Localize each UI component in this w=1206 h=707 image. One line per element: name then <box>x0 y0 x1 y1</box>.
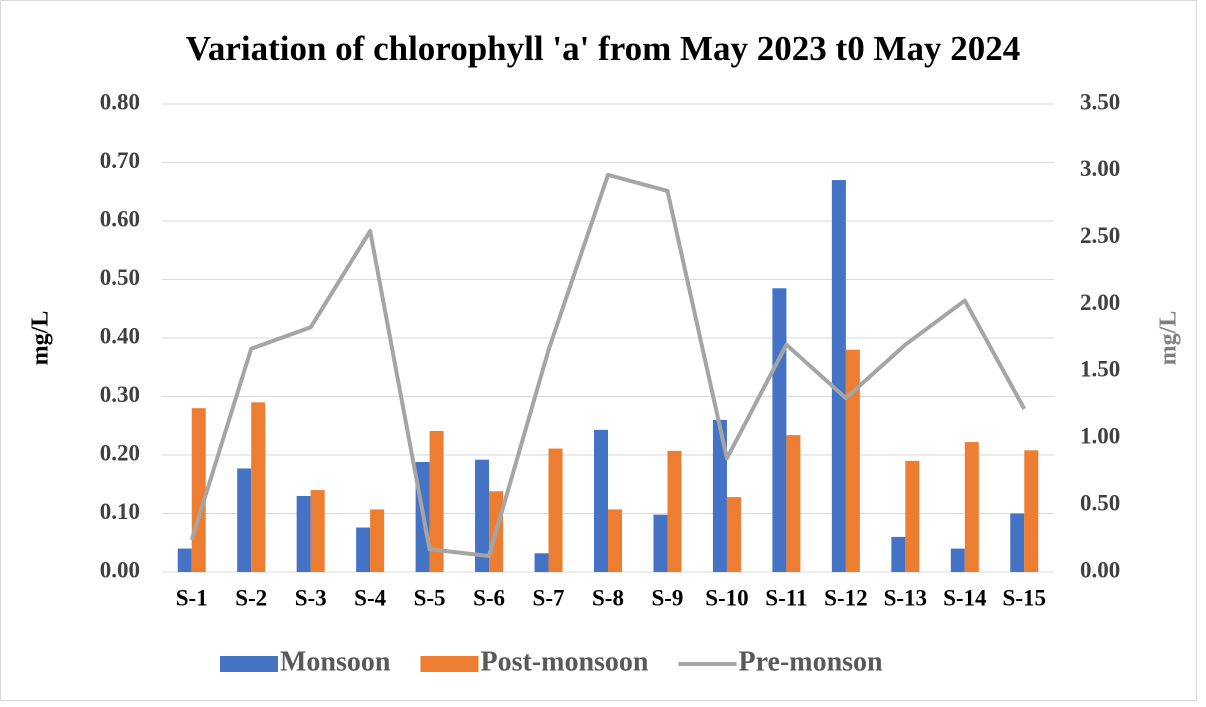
bar <box>310 490 325 572</box>
x-tick-label: S-4 <box>354 585 386 610</box>
x-tick-label: S-10 <box>705 585 748 610</box>
y2-tick-label: 3.50 <box>1080 89 1120 114</box>
x-tick-label: S-14 <box>943 585 987 610</box>
y2-axis-title: mg/L <box>1156 311 1182 366</box>
y-tick-label: 0.20 <box>100 440 140 465</box>
y2-tick-label: 0.00 <box>1080 557 1120 582</box>
y2-tick-label: 1.50 <box>1080 357 1120 382</box>
bar <box>548 448 563 572</box>
legend-label: Pre-monson <box>738 646 883 677</box>
bar <box>237 468 252 572</box>
bar <box>177 548 192 572</box>
x-tick-label: S-1 <box>176 585 208 610</box>
legend-label: Monsoon <box>280 646 391 677</box>
legend-swatch <box>220 656 278 672</box>
y2-tick-label: 2.50 <box>1080 223 1120 248</box>
bar <box>772 288 787 572</box>
legend-swatch <box>420 656 479 672</box>
bar <box>534 553 549 572</box>
y-tick-label: 0.40 <box>100 323 140 348</box>
bar <box>712 419 727 572</box>
bar <box>1010 513 1025 572</box>
x-tick-label: S-8 <box>592 585 624 610</box>
bar <box>964 442 979 572</box>
x-tick-label: S-6 <box>473 585 505 610</box>
bar <box>786 435 801 572</box>
y-tick-label: 0.10 <box>100 499 140 524</box>
bar <box>251 402 266 572</box>
bar <box>594 429 608 572</box>
chart-title: Variation of chlorophyll 'a' from May 20… <box>186 29 1020 68</box>
bar <box>891 536 906 572</box>
x-tick-label: S-15 <box>1003 585 1046 610</box>
y2-tick-label: 3.00 <box>1080 156 1120 181</box>
x-tick-label: S-3 <box>295 585 327 610</box>
line <box>189 172 1027 558</box>
bar <box>845 349 860 572</box>
bar <box>831 180 846 573</box>
x-tick-label: S-11 <box>765 585 807 610</box>
y-tick-label: 0.70 <box>100 148 140 173</box>
bar <box>726 497 741 572</box>
bar <box>667 450 682 572</box>
bar <box>1024 450 1039 572</box>
y-tick-label: 0.80 <box>100 89 140 114</box>
bar <box>608 509 622 572</box>
legend-label: Post-monsoon <box>480 646 648 677</box>
bar <box>370 509 385 572</box>
x-tick-label: S-2 <box>235 585 267 610</box>
bar <box>429 431 444 572</box>
y2-tick-label: 1.00 <box>1080 424 1120 449</box>
bar <box>950 548 965 572</box>
x-tick-label: S-12 <box>824 585 867 610</box>
y2-tick-label: 2.00 <box>1080 290 1120 315</box>
x-tick-label: S-5 <box>414 585 446 610</box>
y-tick-label: 0.00 <box>100 557 140 582</box>
bar <box>191 408 206 572</box>
x-tick-label: S-13 <box>884 585 927 610</box>
x-tick-label: S-9 <box>651 585 683 610</box>
bar <box>356 527 371 572</box>
bar <box>475 459 490 572</box>
x-tick-label: S-7 <box>533 585 565 610</box>
bar <box>905 460 920 572</box>
y-tick-label: 0.50 <box>100 265 140 290</box>
y2-tick-label: 0.50 <box>1080 490 1120 515</box>
y-tick-label: 0.60 <box>100 206 140 231</box>
y-axis-title: mg/L <box>28 311 54 366</box>
bar <box>296 495 311 572</box>
bar <box>653 514 668 572</box>
y-tick-label: 0.30 <box>100 382 140 407</box>
